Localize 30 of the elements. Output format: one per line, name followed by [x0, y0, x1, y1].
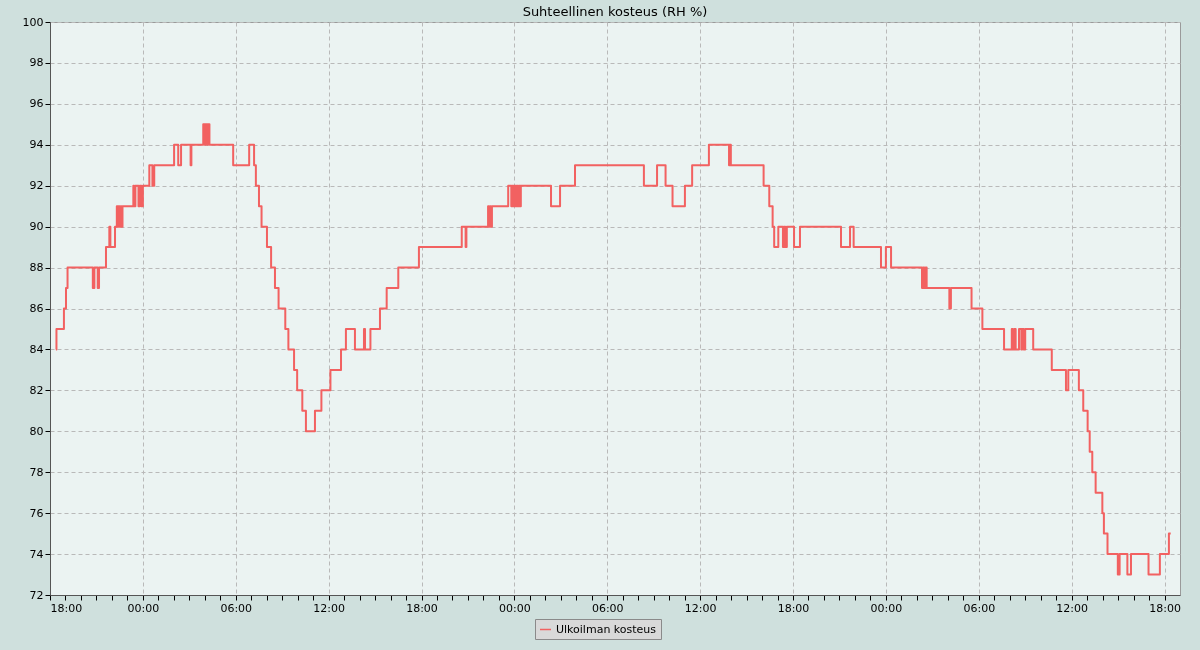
y-tick-label: 88: [29, 261, 44, 275]
x-tick-label: 06:00: [591, 601, 624, 615]
chart-title: Suhteellinen kosteus (RH %): [522, 4, 708, 19]
x-tick-label: 12:00: [684, 601, 717, 615]
y-tick-label: 90: [29, 220, 44, 234]
x-tick-label: 00:00: [499, 601, 531, 615]
x-tick-label: 06:00: [220, 601, 253, 615]
y-tick-label: 100: [22, 15, 44, 29]
x-tick-label: 00:00: [870, 601, 903, 615]
y-tick-label: 92: [29, 179, 44, 193]
y-tick-label: 78: [29, 465, 44, 479]
x-tick-label: 18:00: [406, 601, 438, 615]
y-tick-label: 80: [29, 424, 44, 438]
x-tick-label: 00:00: [127, 601, 160, 615]
y-tick-label: 84: [29, 342, 44, 356]
x-tick-label: 12:00: [313, 601, 345, 615]
x-tick-label: 18:00: [50, 601, 83, 615]
y-tick-label: 76: [29, 506, 44, 520]
y-tick-label: 98: [29, 56, 44, 70]
y-tick-label: 82: [29, 383, 44, 397]
legend-label: Ulkoilman kosteus: [556, 622, 657, 636]
y-tick-label: 96: [29, 97, 44, 111]
y-tick-label: 86: [29, 302, 44, 315]
x-tick-label: 12:00: [1056, 601, 1088, 615]
x-tick-label: 18:00: [1149, 601, 1181, 615]
x-tick-label: 06:00: [963, 601, 996, 615]
x-tick-label: 18:00: [777, 601, 810, 615]
y-tick-label: 74: [29, 547, 44, 561]
y-tick-label: 72: [29, 588, 44, 602]
y-tick-label: 94: [29, 138, 44, 152]
